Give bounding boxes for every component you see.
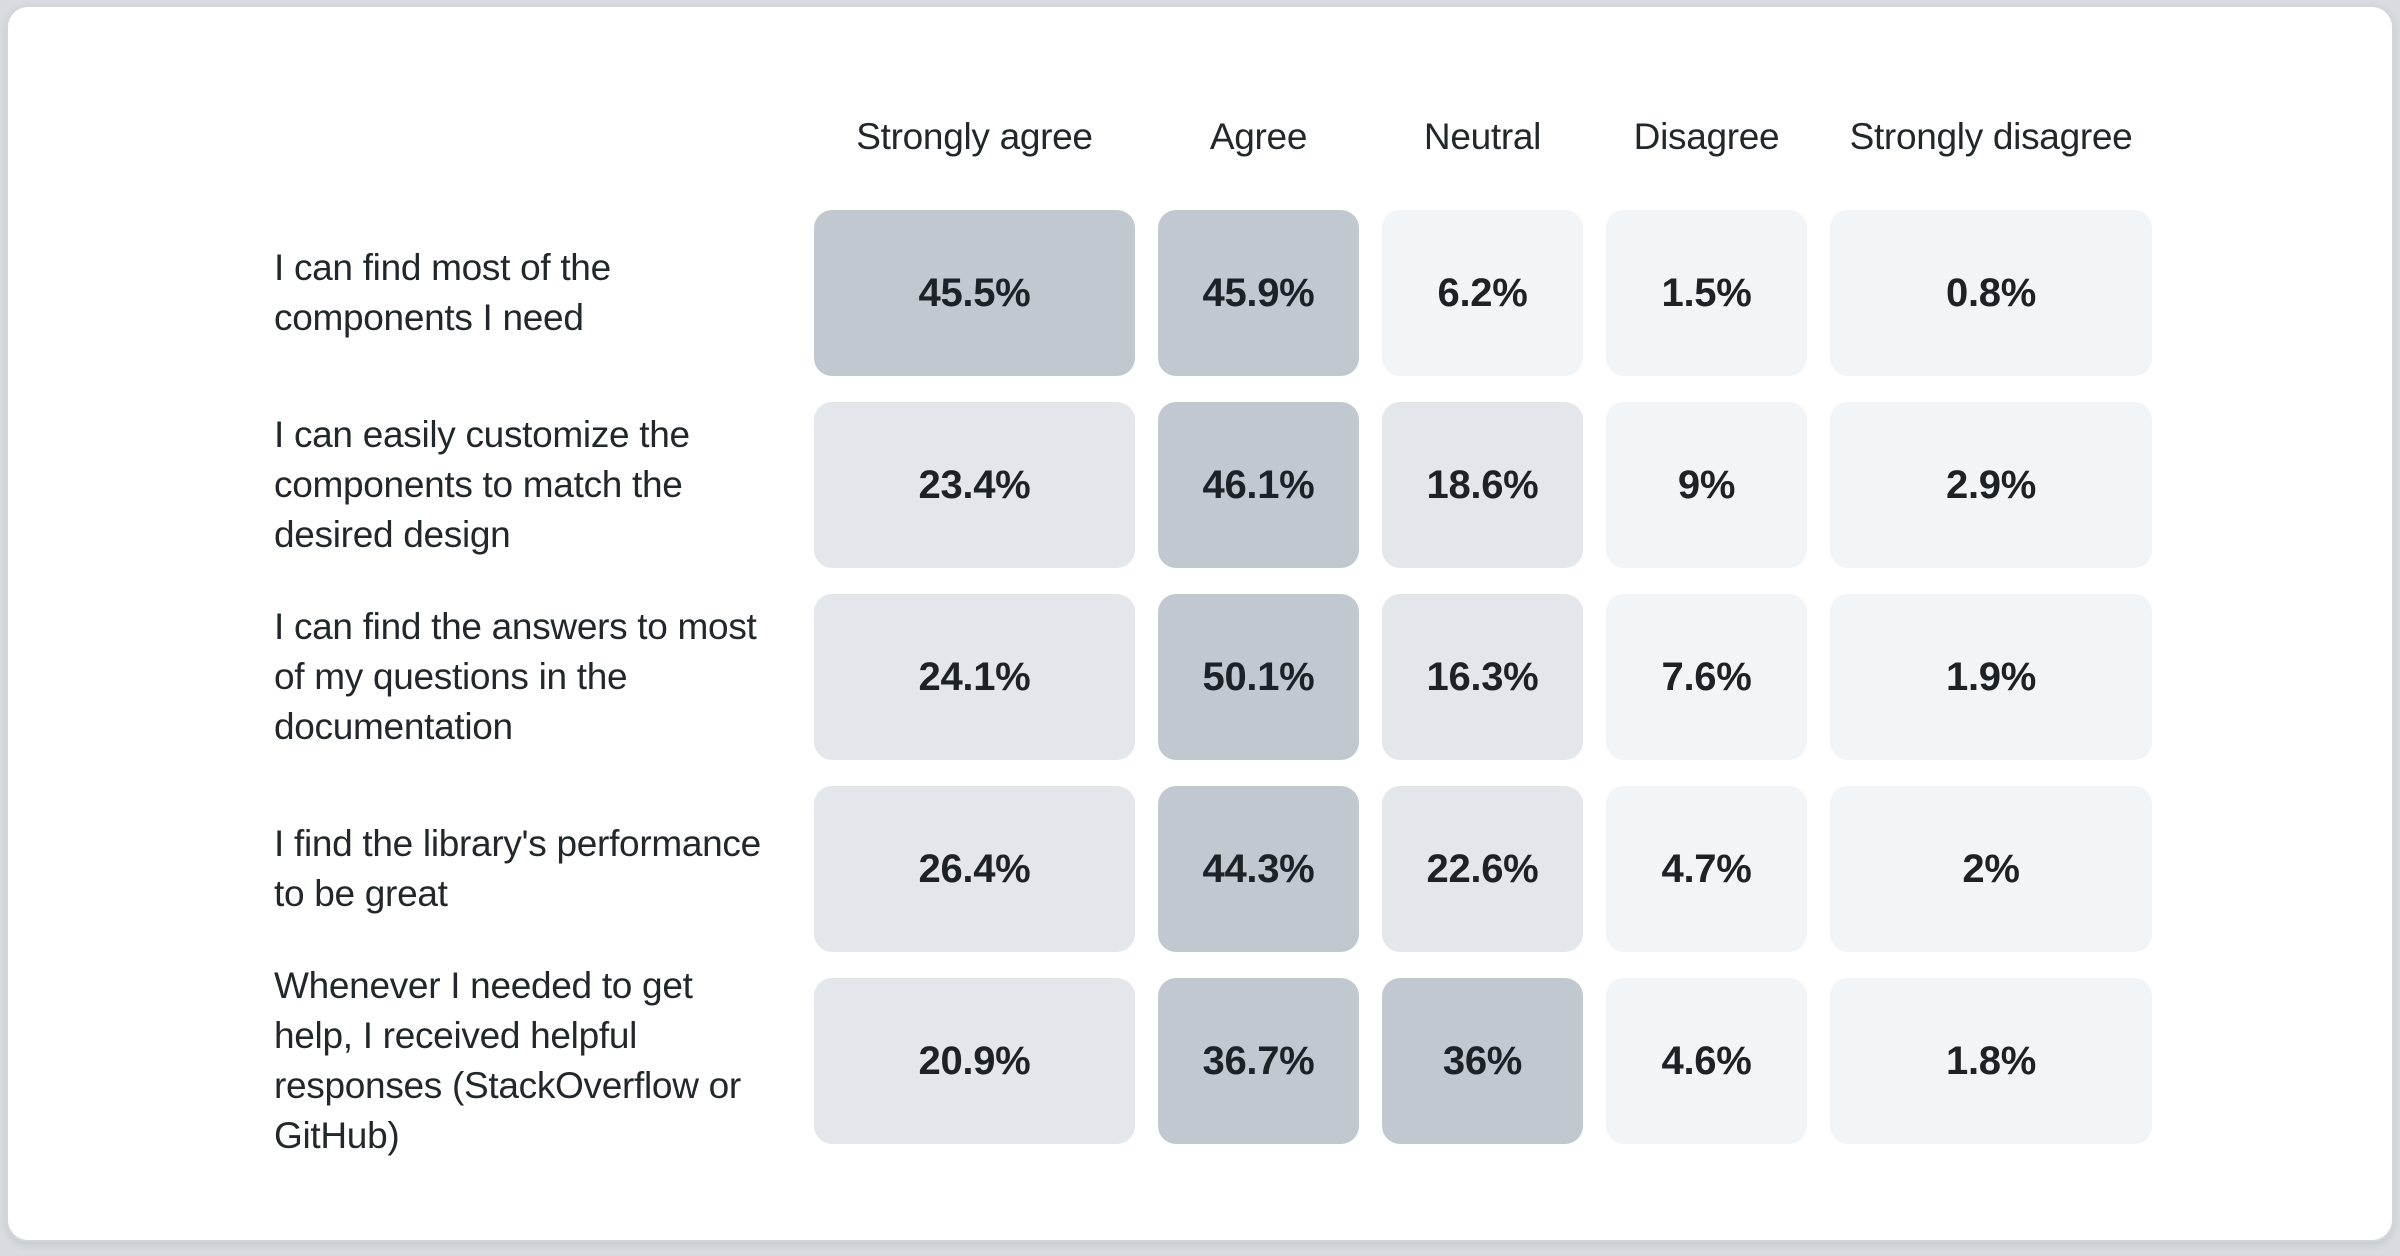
- heatmap-cell-strongly-agree: 45.5%: [814, 210, 1135, 376]
- heatmap-cell-strongly-disagree: 1.8%: [1830, 978, 2152, 1144]
- heatmap-cell-strongly-agree: 23.4%: [814, 402, 1135, 568]
- column-header-strongly-agree: Strongly agree: [856, 115, 1093, 157]
- survey-results-card: Strongly agree Agree Neutral Disagree Strong…: [6, 5, 2394, 1242]
- heatmap-cell-agree: 44.3%: [1158, 786, 1359, 952]
- heatmap-cell-agree: 46.1%: [1158, 402, 1359, 568]
- heatmap-cell-neutral: 6.2%: [1382, 210, 1583, 376]
- heatmap-cell-strongly-disagree: 2.9%: [1830, 402, 2152, 568]
- column-header-agree: Agree: [1209, 115, 1308, 157]
- heatmap-cell-strongly-disagree: 0.8%: [1830, 210, 2152, 376]
- heatmap-cell-agree: 36.7%: [1158, 978, 1359, 1144]
- row-label-statement: I can find most of the components I need: [274, 247, 611, 338]
- heatmap-cell-strongly-disagree: 1.9%: [1830, 594, 2152, 760]
- heatmap-cell-disagree: 7.6%: [1606, 594, 1807, 760]
- row-label-statement: I can find the answers to most of my que…: [274, 606, 757, 747]
- column-header-neutral: Neutral: [1423, 115, 1542, 157]
- heatmap-cell-disagree: 1.5%: [1606, 210, 1807, 376]
- row-label-statement: I find the library's performance to be g…: [274, 823, 761, 914]
- heatmap-cell-strongly-agree: 24.1%: [814, 594, 1135, 760]
- heatmap-cell-neutral: 36%: [1382, 978, 1583, 1144]
- heatmap-cell-neutral: 22.6%: [1382, 786, 1583, 952]
- heatmap-cell-strongly-agree: 26.4%: [814, 786, 1135, 952]
- column-header-strongly-disagree: Strongly disagree: [1849, 115, 2133, 157]
- heatmap-cell-neutral: 16.3%: [1382, 594, 1583, 760]
- heatmap-cell-agree: 50.1%: [1158, 594, 1359, 760]
- likert-heatmap-table: Strongly agree Agree Neutral Disagree Strong…: [8, 7, 2392, 1156]
- heatmap-cell-disagree: 9%: [1606, 402, 1807, 568]
- heatmap-cell-neutral: 18.6%: [1382, 402, 1583, 568]
- heatmap-cell-strongly-agree: 20.9%: [814, 978, 1135, 1144]
- heatmap-cell-disagree: 4.6%: [1606, 978, 1807, 1144]
- column-header-disagree: Disagree: [1633, 115, 1780, 157]
- heatmap-cell-strongly-disagree: 2%: [1830, 786, 2152, 952]
- table-corner-spacer: [274, 89, 791, 184]
- row-label-statement: Whenever I needed to get help, I receive…: [274, 965, 741, 1156]
- heatmap-cell-disagree: 4.7%: [1606, 786, 1807, 952]
- row-label-statement: I can easily customize the components to…: [274, 414, 690, 555]
- heatmap-cell-agree: 45.9%: [1158, 210, 1359, 376]
